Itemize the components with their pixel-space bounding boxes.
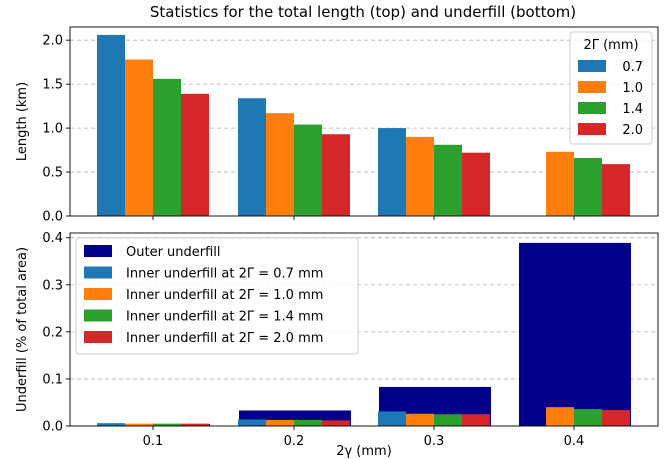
bottom-legend: Outer underfill Inner underfill at 2Γ = 0… [75,237,359,355]
top-legend-label: 2.0 [622,123,643,138]
bot-y-tick-label: 0.2 [42,325,63,340]
bot-y-tick-label: 0.4 [42,231,63,246]
top-bar-1.0-0.4 [546,151,574,216]
bottom-legend-swatch [84,266,112,279]
x-tick-label: 0.1 [143,434,164,449]
top-legend: 2Γ (mm) 0.7 1.0 1.4 2.0 [569,31,653,145]
top-axes-frame [69,26,659,217]
top-legend-label: 1.0 [622,81,643,96]
x-axis-label: 2γ (mm) [336,444,392,459]
top-bar-1.4-0.2 [294,124,322,216]
bottom-legend-label: Outer underfill [126,245,221,260]
bottom-legend-label: Inner underfill at 2Γ = 2.0 mm [126,331,323,346]
bottom-underfill-plot: 0.0 0.1 0.2 0.3 0.4 0.1 0.2 0.3 0.4 Underfill (… [15,231,659,459]
top-bar-2.0-0.1 [181,93,209,216]
chart-title: Statistics for the total length (top) an… [150,3,576,21]
top-legend-swatch [578,60,606,72]
top-y-axis-label: Length (km) [15,82,30,161]
bot-y-tick-label: 0.1 [42,372,63,387]
x-tick-label: 0.3 [424,434,445,449]
bottom-legend-label: Inner underfill at 2Γ = 1.4 mm [126,310,323,325]
inner-underfill-bar-1-0.3 [406,413,434,426]
bottom-legend-swatch [84,245,112,257]
inner-underfill-bar-3-0.1 [181,423,209,426]
top-bar-2.0-0.2 [322,134,350,216]
top-bar-2.0-0.3 [462,152,490,216]
inner-underfill-bar-2-0.1 [153,423,181,426]
bottom-legend-label: Inner underfill at 2Γ = 1.0 mm [126,288,323,303]
bottom-legend-box [75,237,359,355]
top-bars [97,34,630,217]
top-legend-label: 0.7 [622,60,643,75]
bottom-legend-swatch [84,288,112,300]
top-bar-0.7-0.3 [378,128,406,216]
bot-y-tick-label: 0.3 [42,278,63,293]
top-length-plot: 0.0 0.5 1.0 1.5 2.0 Length (km) 2Γ (mm) 0.7 1… [15,26,659,225]
inner-underfill-bar-3-0.2 [322,420,350,426]
top-bar-0.7-0.2 [238,98,266,216]
top-y-tick-label: 2.0 [42,34,63,49]
top-y-tick-label: 0.0 [42,210,63,225]
outer-underfill-bar-0.4 [519,242,631,426]
inner-underfill-bar-2-0.3 [434,414,462,426]
top-bar-1.0-0.2 [266,113,294,216]
bottom-axes-frame [69,232,659,427]
inner-underfill-bar-0-0.3 [378,411,406,426]
bottom-legend-swatch [84,309,112,322]
top-bar-1.4-0.3 [434,144,462,216]
bottom-y-axis-label: Underfill (% of total area) [15,247,30,412]
inner-underfill-bar-3-0.3 [462,414,490,426]
top-y-tick-label: 0.5 [42,166,63,181]
inner-underfill-bar-0-0.1 [97,423,125,426]
top-bar-1.4-0.4 [574,157,602,216]
bottom-legend-label: Inner underfill at 2Γ = 0.7 mm [126,267,323,282]
top-legend-swatch [578,81,606,93]
top-x-ticks [152,216,575,220]
inner-underfill-bar-2-0.2 [294,419,322,426]
bottom-x-ticks: 0.1 0.2 0.3 0.4 [143,426,585,449]
bottom-legend-swatch [84,331,112,343]
inner-underfill-bar-3-0.4 [602,409,630,426]
bottom-bars [97,242,631,426]
top-y-tick-label: 1.0 [42,122,63,137]
top-legend-swatch [578,123,606,135]
top-y-tick-label: 1.5 [42,78,63,93]
top-legend-title: 2Γ (mm) [583,38,638,53]
top-bar-2.0-0.4 [602,164,630,216]
top-bar-0.7-0.1 [97,34,125,217]
top-legend-label: 1.4 [622,102,643,117]
inner-underfill-bar-0-0.2 [238,419,266,426]
inner-underfill-bar-1-0.4 [546,407,574,426]
top-bar-1.0-0.1 [125,59,153,217]
inner-underfill-bar-1-0.2 [266,419,294,426]
inner-underfill-bar-1-0.1 [125,423,153,426]
top-y-ticks: 0.0 0.5 1.0 1.5 2.0 [42,34,70,225]
x-tick-label: 0.4 [564,434,585,449]
top-bar-1.0-0.3 [406,136,434,216]
inner-underfill-bar-2-0.4 [574,409,602,426]
bot-y-tick-label: 0.0 [42,420,63,435]
top-bar-1.4-0.1 [153,78,181,217]
bottom-y-ticks: 0.0 0.1 0.2 0.3 0.4 [42,231,70,435]
top-legend-swatch [578,102,606,114]
x-tick-label: 0.2 [284,434,305,449]
